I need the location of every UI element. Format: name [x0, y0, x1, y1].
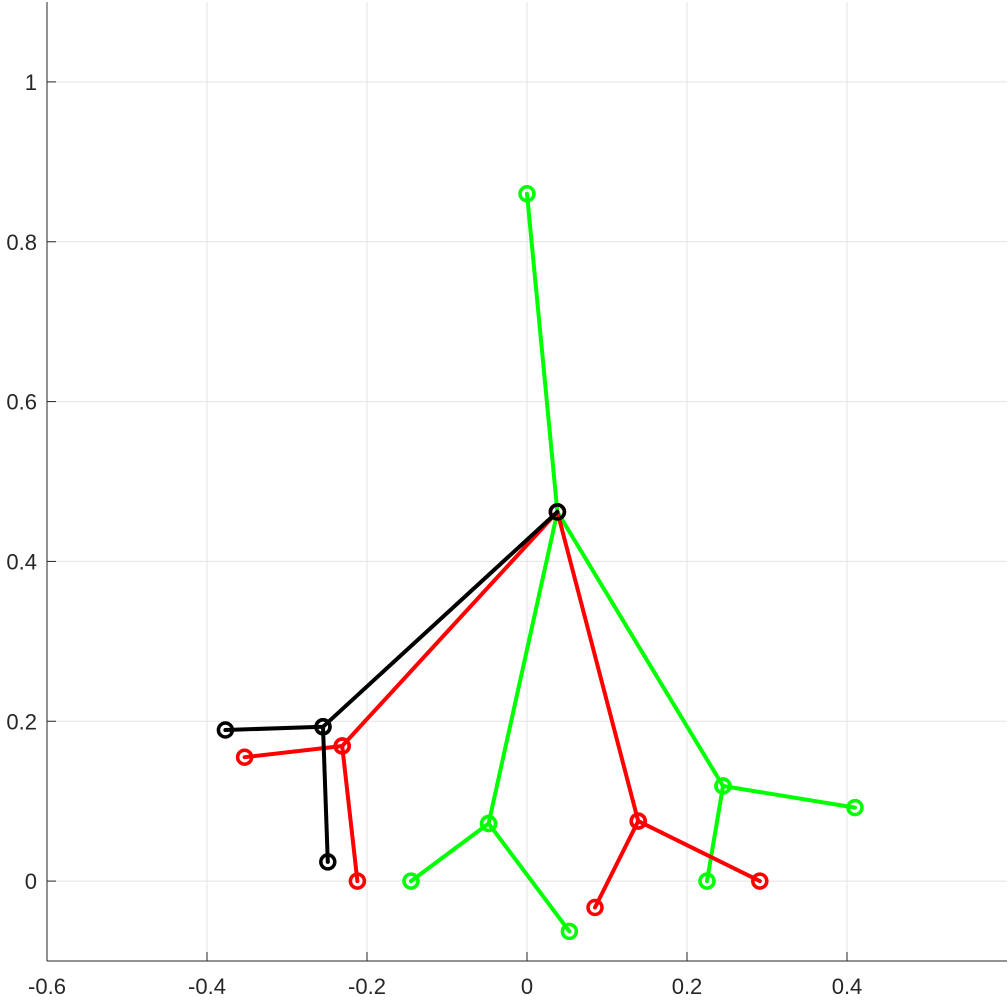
- series-line: [223, 509, 560, 732]
- data-point: [751, 872, 769, 890]
- tick-labels: -0.6 -0.4 -0.2 0 0.2 0.4 0 0.2 0.4 0.6 0.8 1: [6, 70, 862, 999]
- series-line: [593, 819, 641, 910]
- axes: [46, 2, 1007, 962]
- series-line: [525, 191, 560, 514]
- y-tick-label: 0.6: [6, 390, 37, 415]
- y-tick-label: 0: [25, 869, 37, 894]
- data-point: [479, 814, 498, 833]
- x-tick-label: 0.4: [832, 974, 863, 999]
- series-line: [340, 744, 360, 884]
- series-line: [705, 784, 725, 884]
- data-point: [548, 503, 567, 521]
- y-tick-label: 0.2: [6, 709, 37, 734]
- x-tick-label: -0.6: [28, 974, 66, 999]
- grid: [47, 2, 1007, 961]
- series-line: [409, 509, 560, 884]
- data-point: [629, 812, 647, 830]
- data-point: [314, 718, 332, 736]
- data-point: [235, 748, 254, 766]
- y-tick-label: 0.4: [6, 549, 37, 574]
- data-point: [402, 872, 420, 890]
- x-tick-label: 0.2: [672, 974, 703, 999]
- data-point: [518, 185, 536, 203]
- x-tick-label: -0.2: [348, 974, 386, 999]
- y-tick-label: 0.8: [6, 230, 37, 255]
- series-line: [321, 724, 330, 864]
- series-group: [216, 185, 864, 941]
- x-tick-label: -0.4: [188, 974, 226, 999]
- series-2: [216, 503, 567, 871]
- data-point: [560, 922, 579, 941]
- data-point: [348, 872, 367, 890]
- data-point: [216, 721, 235, 739]
- y-tick-label: 1: [25, 70, 37, 95]
- data-point: [846, 798, 864, 817]
- series-0: [402, 185, 864, 941]
- series-line: [555, 509, 762, 884]
- series-line: [486, 821, 572, 934]
- data-point: [698, 872, 716, 890]
- data-point: [586, 898, 604, 917]
- x-tick-label: 0: [521, 974, 533, 999]
- data-point: [333, 737, 351, 755]
- series-line: [555, 509, 857, 810]
- data-point: [319, 853, 337, 871]
- data-point: [714, 777, 732, 795]
